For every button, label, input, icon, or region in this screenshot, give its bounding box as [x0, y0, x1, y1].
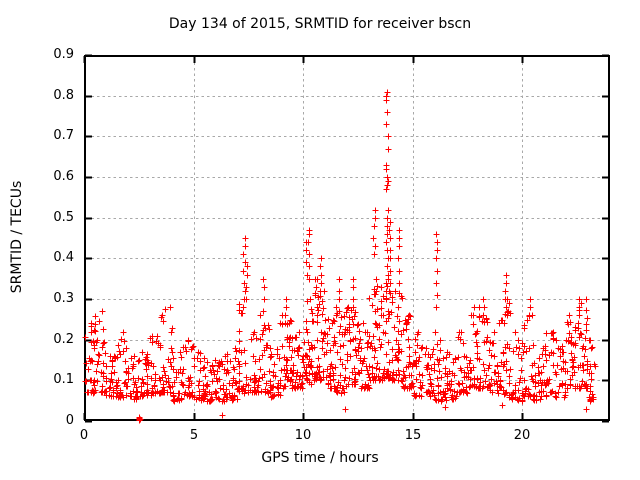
y-tick-label: 0.5 — [53, 210, 74, 225]
y-tick-label: 0 — [65, 413, 74, 428]
y-tick-label: 0.8 — [53, 88, 74, 103]
x-tick-label: 10 — [294, 428, 312, 443]
x-tick-label: 0 — [79, 428, 89, 443]
scatter-points — [82, 89, 599, 424]
y-tick-label: 0.1 — [53, 372, 74, 387]
x-tick-label: 5 — [189, 428, 199, 443]
chart-title: Day 134 of 2015, SRMTID for receiver bsc… — [168, 16, 472, 32]
grid-lines — [86, 57, 608, 419]
y-tick-label: 0.7 — [53, 128, 74, 143]
y-tick-label: 0.3 — [53, 291, 74, 306]
plot-border — [84, 55, 610, 421]
x-tick-label: 20 — [513, 428, 531, 443]
x-tick-label: 15 — [404, 428, 422, 443]
y-tick-label: 0.2 — [53, 332, 74, 347]
y-tick-label: 0.6 — [53, 169, 74, 184]
y-tick-label: 0.4 — [53, 250, 74, 265]
x-axis-label: GPS time / hours — [261, 450, 379, 466]
y-tick-label: 0.9 — [53, 47, 74, 62]
